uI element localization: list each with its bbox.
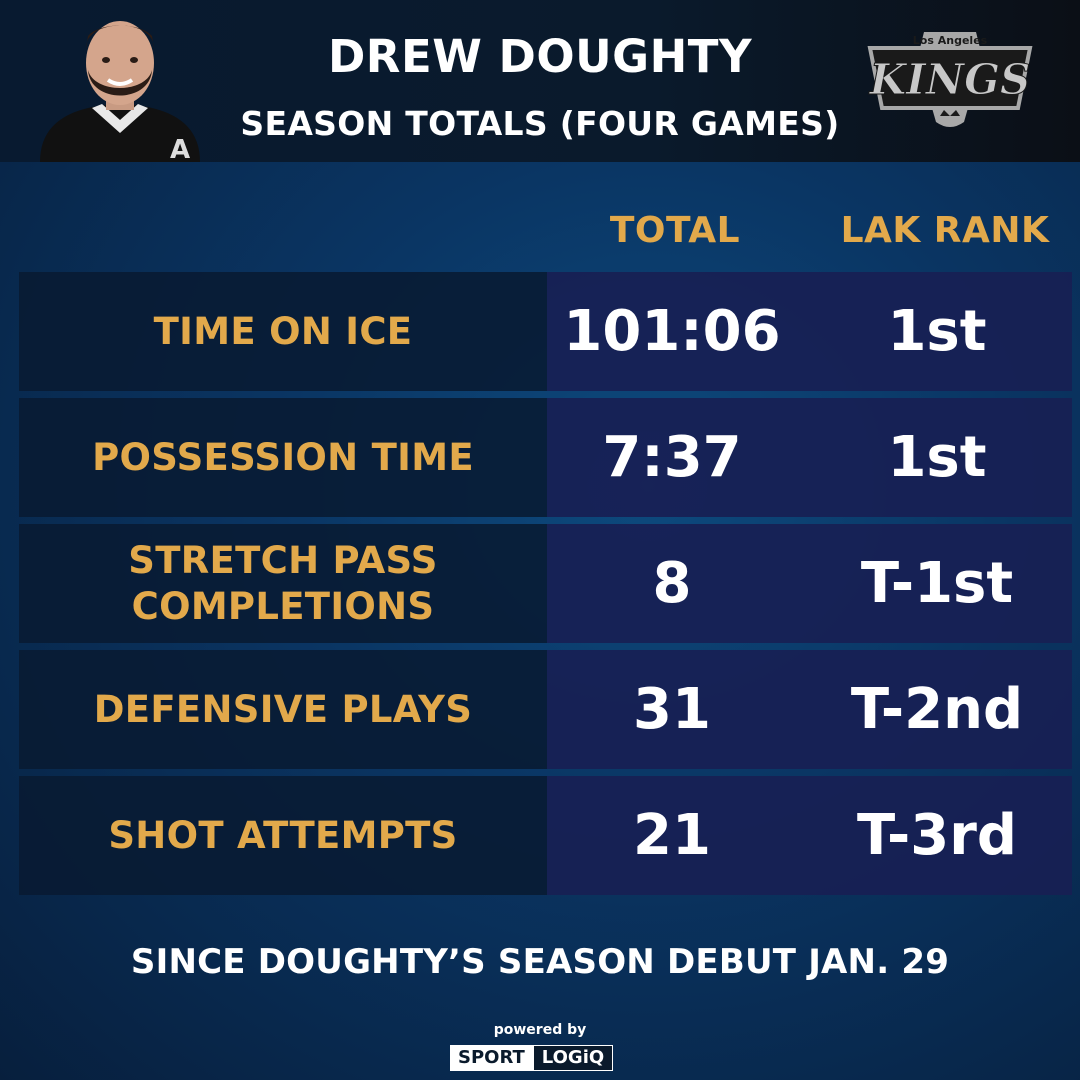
stat-row: TIME ON ICE 101:06 1st <box>19 272 1072 391</box>
footnote: SINCE DOUGHTY’S SEASON DEBUT JAN. 29 <box>130 942 950 982</box>
stat-total: 21 <box>633 803 711 868</box>
stat-rank: T-2nd <box>850 677 1024 742</box>
stat-row: SHOT ATTEMPTS 21 T-3rd <box>19 776 1072 895</box>
brand-left: SPORT <box>450 1045 533 1071</box>
stat-label: STRETCH PASS COMPLETIONS <box>19 524 547 643</box>
stat-total: 8 <box>652 551 692 616</box>
page-title: DREW DOUGHTY <box>327 30 753 83</box>
player-photo: A <box>30 8 210 162</box>
logo-top-text: Los Angeles <box>913 34 988 47</box>
column-header-rank: LAK RANK <box>840 210 1050 251</box>
stat-row: DEFENSIVE PLAYS 31 T-2nd <box>19 650 1072 769</box>
header: A DREW DOUGHTY SEASON TOTALS (FOUR GAMES… <box>0 0 1080 162</box>
stat-rank: T-3rd <box>857 803 1017 868</box>
stat-total: 7:37 <box>602 425 742 490</box>
stat-row: STRETCH PASS COMPLETIONS 8 T-1st <box>19 524 1072 643</box>
stat-total: 101:06 <box>563 299 781 364</box>
stat-label: TIME ON ICE <box>19 272 547 391</box>
stat-rank: 1st <box>887 425 987 490</box>
svg-text:A: A <box>170 135 190 162</box>
kings-logo: Los Angeles KINGS <box>866 28 1034 132</box>
powered-by-label: powered by <box>493 1022 587 1038</box>
column-header-total: TOTAL <box>609 210 741 251</box>
stat-row: POSSESSION TIME 7:37 1st <box>19 398 1072 517</box>
page-subtitle: SEASON TOTALS (FOUR GAMES) <box>240 104 840 143</box>
stat-label: DEFENSIVE PLAYS <box>19 650 547 769</box>
stat-label: SHOT ATTEMPTS <box>19 776 547 895</box>
logo-main-text: KINGS <box>869 55 1031 104</box>
stat-total: 31 <box>633 677 711 742</box>
stat-rank: 1st <box>887 299 987 364</box>
stat-rank: T-1st <box>860 551 1014 616</box>
brand-right: LOGiQ <box>532 1045 614 1071</box>
sportlogiq-logo: SPORT LOGiQ <box>450 1045 614 1071</box>
stat-label: POSSESSION TIME <box>19 398 547 517</box>
